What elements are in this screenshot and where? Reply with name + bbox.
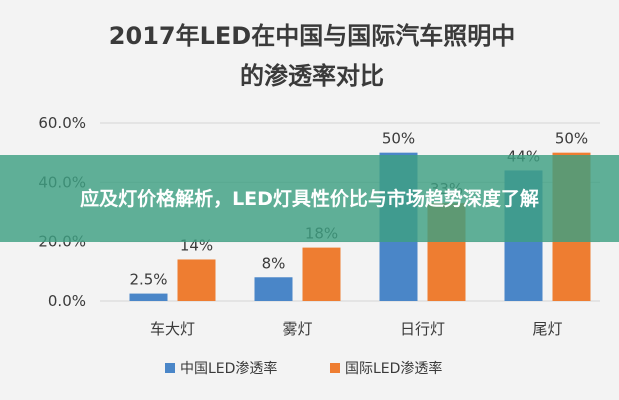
data-label: 50% bbox=[382, 130, 415, 148]
bar-international bbox=[302, 247, 341, 301]
legend-swatch bbox=[165, 363, 175, 373]
legend: 中国LED渗透率 国际LED渗透率 bbox=[165, 360, 442, 377]
chart-title: 2017年LED在中国与国际汽车照明中 bbox=[109, 22, 515, 50]
data-label: 50% bbox=[555, 130, 588, 148]
legend-swatch bbox=[330, 363, 340, 373]
chart-subtitle: 的渗透率对比 bbox=[240, 62, 384, 90]
data-label: 8% bbox=[262, 254, 286, 272]
overlay-banner: 应及灯价格解析，LED灯具性价比与市场趋势深度了解 bbox=[0, 155, 619, 242]
data-label: 2.5% bbox=[129, 271, 167, 289]
y-tick-label: 0.0% bbox=[48, 292, 86, 310]
banner-text: 应及灯价格解析，LED灯具性价比与市场趋势深度了解 bbox=[80, 187, 539, 210]
bar-china bbox=[129, 293, 168, 301]
x-axis-categories: 车大灯 雾灯 日行灯 尾灯 bbox=[150, 320, 563, 338]
x-category-label: 尾灯 bbox=[532, 320, 562, 338]
legend-label: 国际LED渗透率 bbox=[345, 360, 442, 377]
bar-china bbox=[254, 277, 293, 301]
x-category-label: 日行灯 bbox=[400, 320, 445, 338]
x-category-label: 车大灯 bbox=[150, 320, 195, 338]
y-tick-label: 60.0% bbox=[38, 114, 86, 132]
legend-label: 中国LED渗透率 bbox=[180, 360, 277, 377]
x-category-label: 雾灯 bbox=[282, 320, 312, 338]
bar-international bbox=[177, 259, 216, 301]
